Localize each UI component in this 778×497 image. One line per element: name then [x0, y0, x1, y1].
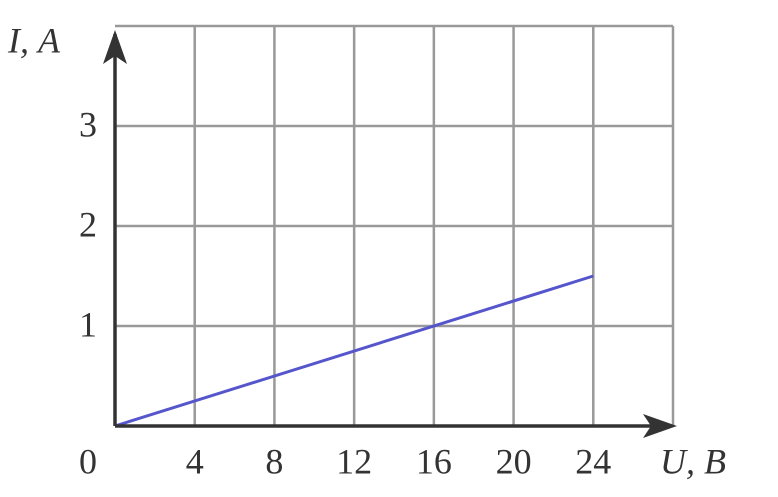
x-tick-label: 4 [186, 441, 204, 481]
x-tick-label: 0 [79, 441, 97, 481]
x-axis-arrow [643, 414, 677, 438]
x-tick-label: 20 [496, 441, 532, 481]
x-tick-label: 16 [416, 441, 452, 481]
y-tick-label: 2 [79, 204, 97, 244]
x-axis-label: U, В [660, 441, 726, 481]
y-tick-label: 1 [79, 304, 97, 344]
x-tick-label: 24 [575, 441, 611, 481]
data-line [114, 274, 594, 428]
x-tick-label: 12 [336, 441, 372, 481]
y-axis-label: I, А [7, 20, 61, 60]
x-tick-label: 8 [265, 441, 283, 481]
y-axis-arrow [103, 30, 127, 64]
y-tick-label: 3 [79, 104, 97, 144]
